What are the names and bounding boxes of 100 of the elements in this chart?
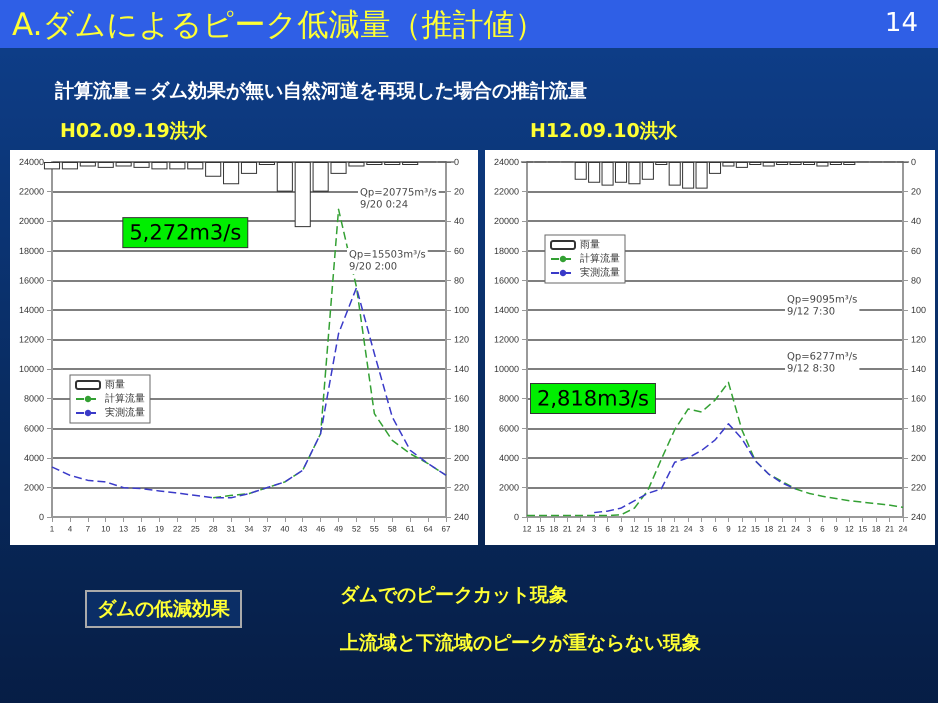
y2-tick-label: 200: [454, 452, 470, 463]
y2-tick-label: 160: [454, 394, 470, 404]
y-tick-label: 0: [514, 512, 519, 522]
x-tick-label: 18: [872, 524, 882, 534]
x-tick-label: 16: [137, 524, 147, 534]
y-tick-label: 6000: [498, 423, 519, 434]
x-tick-label: 55: [370, 524, 380, 534]
bar: [348, 162, 365, 166]
x-tick-label: 64: [424, 524, 434, 534]
text: 14: [884, 8, 918, 38]
line-series: [593, 423, 796, 514]
annotation: 5,272m3/s: [129, 220, 242, 245]
y2-tick-label: 40: [911, 216, 922, 226]
y2-tick-label: 160: [911, 394, 926, 404]
x-tick-label: 67: [442, 524, 451, 534]
y2-tick-label: 20: [911, 186, 922, 197]
y2-tick-label: 220: [911, 482, 926, 492]
annotation: Qp=15503m³/s 9/20 2:00: [349, 250, 426, 272]
y2-tick-label: 180: [911, 423, 926, 434]
x-tick-label: 7: [86, 524, 91, 534]
x-tick-label: 49: [334, 524, 344, 534]
text: 上流域と下流域のピークが重ならない現象: [340, 631, 701, 656]
x-tick-label: 37: [262, 524, 272, 534]
y-tick-label: 10000: [494, 364, 519, 374]
bar: [133, 162, 150, 168]
x-tick-label: 12: [844, 524, 854, 534]
x-tick-label: 28: [208, 524, 218, 534]
line-series: [51, 286, 447, 499]
y-tick-label: 12000: [18, 334, 44, 344]
x-tick-label: 43: [298, 524, 308, 534]
y-tick-label: 4000: [498, 452, 519, 463]
y-tick-label: 16000: [494, 275, 519, 286]
x-tick-label: 46: [316, 524, 326, 534]
bar: [223, 162, 240, 184]
y-tick-label: 2000: [498, 482, 519, 492]
y-tick-label: 2000: [24, 482, 44, 492]
legend-label: 計算流量: [580, 252, 620, 264]
x-tick-label: 13: [119, 524, 129, 534]
x-tick-label: 6: [712, 524, 718, 534]
y2-tick-label: 200: [911, 452, 926, 463]
x-tick-label: 21: [670, 524, 680, 534]
x-tick-label: 31: [226, 524, 236, 534]
y2-tick-label: 100: [911, 304, 926, 315]
y-tick-label: 8000: [498, 394, 519, 404]
y-tick-label: 6000: [24, 423, 44, 434]
y-tick-label: 24000: [18, 157, 44, 167]
y2-tick-label: 240: [911, 512, 926, 522]
y-tick-label: 20000: [18, 216, 44, 226]
x-tick-label: 6: [820, 524, 826, 534]
y2-tick-label: 20: [454, 186, 464, 197]
x-tick-label: 12: [737, 524, 747, 534]
legend-label: 実測流量: [105, 406, 145, 418]
y-tick-label: 18000: [494, 246, 519, 256]
y2-tick-label: 140: [454, 364, 470, 374]
y-tick-label: 12000: [494, 334, 519, 344]
y2-tick-label: 240: [454, 512, 470, 522]
y2-tick-label: 40: [454, 216, 464, 226]
y2-tick-label: 100: [454, 304, 470, 315]
y-tick-label: 24000: [494, 157, 519, 167]
x-tick-label: 15: [858, 524, 868, 534]
x-tick-label: 34: [244, 524, 254, 534]
text: ダムでのピークカット現象: [340, 583, 568, 608]
x-tick-label: 19: [155, 524, 164, 534]
x-tick-label: 15: [750, 524, 760, 534]
x-tick-label: 9: [726, 524, 732, 534]
y2-tick-label: 180: [454, 423, 470, 434]
text: 計算流量＝ダム効果が無い自然河道を再現した場合の推計流量: [55, 79, 587, 104]
x-tick-label: 52: [352, 524, 362, 534]
bar: [62, 162, 78, 170]
y-tick-label: 22000: [18, 186, 44, 197]
x-tick-label: 9: [618, 524, 624, 534]
y2-tick-label: 220: [454, 482, 470, 492]
y2-tick-label: 140: [911, 364, 926, 374]
y2-tick-label: 120: [911, 334, 926, 344]
annotation: Qp=6277m³/s 9/12 8:30: [787, 352, 858, 374]
x-tick-label: 18: [656, 524, 666, 534]
y2-tick-label: 0: [911, 157, 916, 167]
x-tick-label: 12: [630, 524, 640, 534]
y-tick-label: 10000: [18, 364, 44, 374]
x-tick-label: 40: [280, 524, 290, 534]
bar: [44, 162, 60, 170]
x-tick-label: 58: [388, 524, 398, 534]
y-tick-label: 14000: [18, 304, 44, 315]
x-tick-label: 3: [699, 524, 704, 534]
y2-tick-label: 0: [454, 157, 460, 167]
chart-title: H02.09.19洪水: [60, 119, 208, 144]
x-tick-label: 3: [592, 524, 597, 534]
x-tick-label: 15: [536, 524, 546, 534]
bar: [151, 162, 168, 170]
x-tick-label: 24: [576, 524, 586, 534]
x-tick-label: 61: [406, 524, 416, 534]
y-tick-label: 22000: [494, 186, 519, 197]
x-tick-label: 21: [885, 524, 895, 534]
y-tick-label: 8000: [24, 394, 44, 404]
annotation: Qp=20775m³/s 9/20 0:24: [360, 188, 437, 210]
x-tick-label: 3: [806, 524, 812, 534]
x-tick-label: 9: [834, 524, 839, 534]
y2-tick-label: 60: [911, 246, 922, 256]
annotation: Qp=9095m³/s 9/12 7:30: [787, 294, 858, 318]
x-tick-label: 21: [778, 524, 788, 534]
